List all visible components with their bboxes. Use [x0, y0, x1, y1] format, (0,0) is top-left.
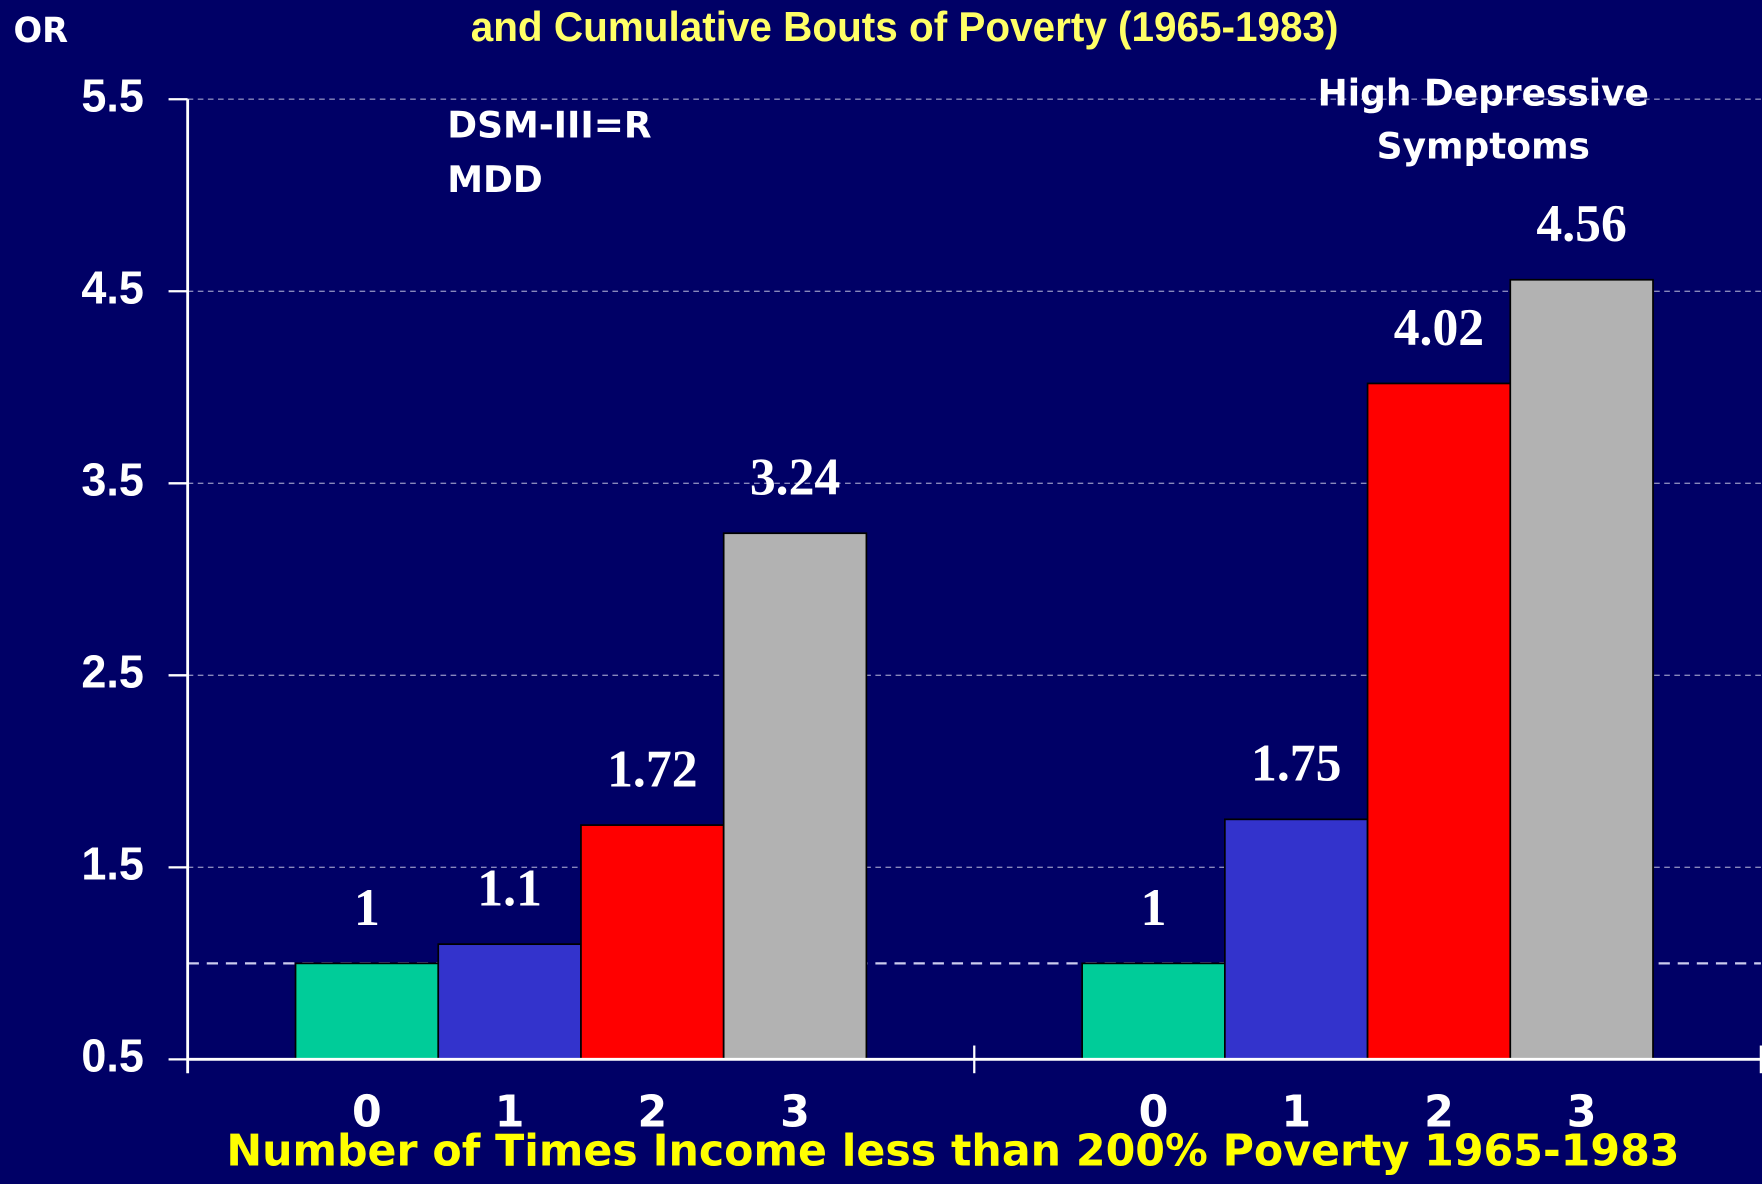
group-label: Symptoms: [1377, 124, 1590, 168]
value-label: 1: [354, 878, 380, 937]
value-label: 1.1: [477, 859, 542, 918]
group-label: DSM-III=R: [447, 103, 651, 147]
x-axis-label: Number of Times Income less than 200% Po…: [226, 1126, 1679, 1177]
value-label: 1.72: [607, 740, 697, 799]
y-tick-label: 2.5: [81, 646, 143, 698]
value-label: 4.02: [1394, 298, 1484, 357]
bar: [1509, 278, 1654, 1061]
value-label: 1.75: [1251, 734, 1341, 793]
x-tick-label: 3: [1567, 1087, 1597, 1138]
x-tick-label: 2: [637, 1087, 667, 1138]
group-label: High Depressive: [1318, 71, 1649, 115]
x-tick-label: 3: [780, 1087, 810, 1138]
y-tick-label: 5.5: [81, 70, 143, 122]
chart-title: and Cumulative Bouts of Poverty (1965-19…: [471, 3, 1339, 50]
y-tick-label: 1.5: [81, 838, 143, 890]
x-tick-label: 2: [1424, 1087, 1454, 1138]
value-label: 4.56: [1536, 195, 1626, 254]
bar: [722, 532, 868, 1061]
bar: [1366, 382, 1512, 1061]
y-tick-label: 4.5: [81, 262, 143, 314]
x-tick-label: 0: [1139, 1087, 1169, 1138]
value-label: 1: [1141, 878, 1167, 937]
group-label: MDD: [447, 157, 542, 201]
y-tick-label: 3.5: [81, 454, 143, 506]
bar: [1224, 818, 1369, 1061]
bar: [580, 824, 725, 1061]
y-tick-label: 0.5: [81, 1030, 143, 1082]
x-tick-label: 0: [352, 1087, 382, 1138]
value-label: 3.24: [750, 448, 840, 507]
bar: [294, 962, 440, 1061]
x-tick-label: 1: [495, 1087, 525, 1138]
y-axis-label: OR: [13, 11, 68, 52]
bar: [1081, 962, 1226, 1061]
x-tick-label: 1: [1281, 1087, 1311, 1138]
bar: [437, 943, 582, 1061]
